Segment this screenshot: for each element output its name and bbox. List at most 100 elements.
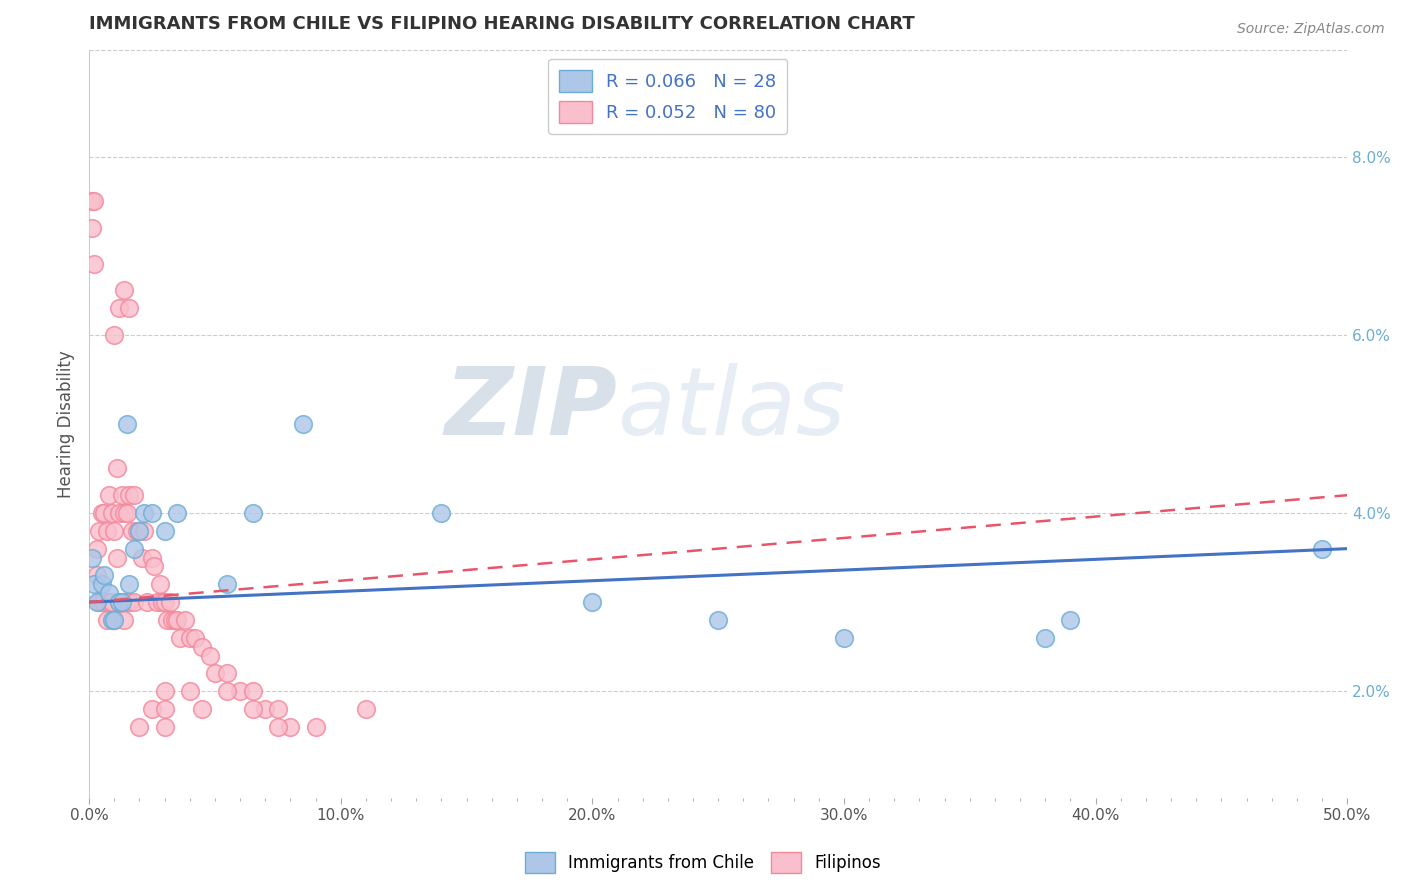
Point <box>128 720 150 734</box>
Point <box>115 417 138 431</box>
Point <box>124 488 146 502</box>
Point <box>80 194 103 209</box>
Point <box>118 577 141 591</box>
Point <box>134 524 156 538</box>
Point <box>242 684 264 698</box>
Text: ZIP: ZIP <box>444 363 617 455</box>
Point <box>93 568 115 582</box>
Point <box>169 631 191 645</box>
Point <box>98 586 121 600</box>
Text: atlas: atlas <box>617 363 846 455</box>
Point <box>191 702 214 716</box>
Point <box>118 595 141 609</box>
Point <box>242 506 264 520</box>
Point <box>229 684 252 698</box>
Point <box>143 559 166 574</box>
Point <box>131 550 153 565</box>
Point <box>96 613 118 627</box>
Point <box>111 595 134 609</box>
Point <box>115 506 138 520</box>
Point <box>93 595 115 609</box>
Point <box>153 684 176 698</box>
Point <box>89 524 111 538</box>
Point <box>581 595 603 609</box>
Point <box>100 613 122 627</box>
Point <box>89 595 111 609</box>
Point <box>242 702 264 716</box>
Point <box>86 541 108 556</box>
Legend: Immigrants from Chile, Filipinos: Immigrants from Chile, Filipinos <box>519 846 887 880</box>
Point <box>156 613 179 627</box>
Point <box>1033 631 1056 645</box>
Point <box>146 595 169 609</box>
Point <box>153 524 176 538</box>
Point <box>217 666 239 681</box>
Point <box>217 684 239 698</box>
Point <box>83 194 105 209</box>
Point <box>354 702 377 716</box>
Point <box>108 595 131 609</box>
Point <box>179 684 201 698</box>
Point <box>93 506 115 520</box>
Point <box>141 550 163 565</box>
Point <box>291 417 314 431</box>
Point <box>1310 541 1333 556</box>
Point <box>90 577 112 591</box>
Point <box>83 257 105 271</box>
Point <box>430 506 453 520</box>
Point <box>108 506 131 520</box>
Point <box>118 488 141 502</box>
Point <box>111 488 134 502</box>
Point <box>100 506 122 520</box>
Point <box>148 577 170 591</box>
Point <box>80 221 103 235</box>
Point <box>112 283 135 297</box>
Point <box>96 524 118 538</box>
Point <box>141 702 163 716</box>
Point <box>191 640 214 654</box>
Point <box>111 595 134 609</box>
Point <box>125 524 148 538</box>
Point <box>124 595 146 609</box>
Point <box>103 613 125 627</box>
Point <box>83 577 105 591</box>
Point <box>160 613 183 627</box>
Text: Source: ZipAtlas.com: Source: ZipAtlas.com <box>1237 22 1385 37</box>
Point <box>159 595 181 609</box>
Point <box>267 702 290 716</box>
Point <box>103 524 125 538</box>
Point <box>179 631 201 645</box>
Y-axis label: Hearing Disability: Hearing Disability <box>58 350 75 498</box>
Point <box>304 720 326 734</box>
Point <box>108 301 131 315</box>
Point <box>112 506 135 520</box>
Point <box>80 550 103 565</box>
Point <box>105 461 128 475</box>
Point <box>105 550 128 565</box>
Point <box>166 613 188 627</box>
Point <box>153 595 176 609</box>
Point <box>141 506 163 520</box>
Point <box>267 720 290 734</box>
Point <box>134 506 156 520</box>
Point <box>153 720 176 734</box>
Point <box>1059 613 1081 627</box>
Point <box>124 541 146 556</box>
Point <box>832 631 855 645</box>
Point <box>98 488 121 502</box>
Text: IMMIGRANTS FROM CHILE VS FILIPINO HEARING DISABILITY CORRELATION CHART: IMMIGRANTS FROM CHILE VS FILIPINO HEARIN… <box>89 15 915 33</box>
Point <box>86 595 108 609</box>
Point <box>115 595 138 609</box>
Point <box>128 524 150 538</box>
Legend: R = 0.066   N = 28, R = 0.052   N = 80: R = 0.066 N = 28, R = 0.052 N = 80 <box>548 59 787 134</box>
Point <box>173 613 195 627</box>
Point <box>163 613 186 627</box>
Point <box>254 702 277 716</box>
Point <box>98 595 121 609</box>
Point <box>280 720 302 734</box>
Point <box>103 613 125 627</box>
Point <box>136 595 159 609</box>
Point <box>90 506 112 520</box>
Point <box>118 301 141 315</box>
Point <box>198 648 221 663</box>
